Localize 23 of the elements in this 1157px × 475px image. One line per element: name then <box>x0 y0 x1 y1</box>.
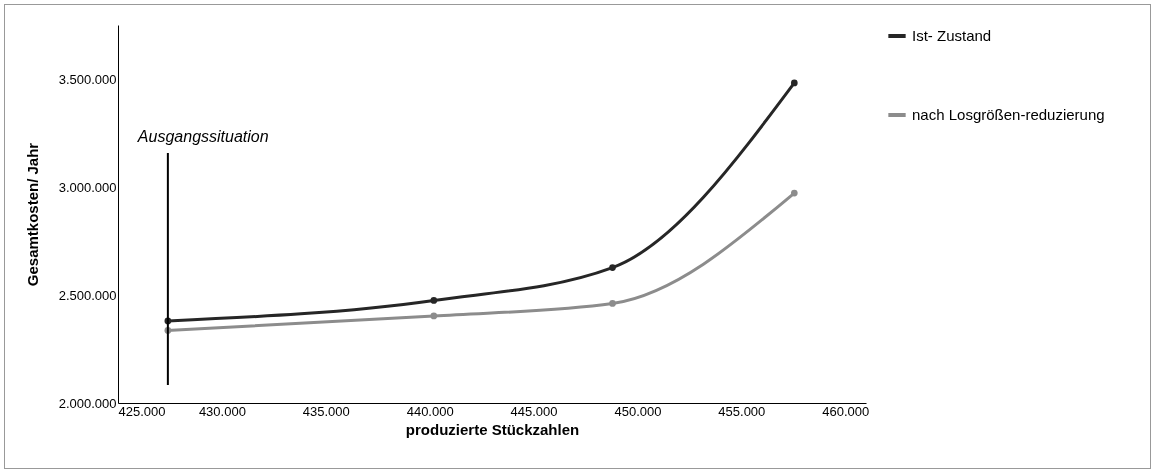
x-tick-label: 445.000 <box>510 403 558 419</box>
x-axis-title: produzierte Stückzahlen <box>405 420 580 438</box>
point <box>430 297 438 304</box>
y-axis-title: Gesamtkosten/ Jahr <box>23 142 41 287</box>
point <box>790 189 798 197</box>
y-tick-label: 2.500.000 <box>58 287 117 303</box>
y-tick-label: 2.000.000 <box>58 395 117 411</box>
y-tick-label: 3.500.000 <box>58 71 117 87</box>
x-tick-label: 460.000 <box>822 403 870 419</box>
x-tick-label: 425.000 <box>118 403 166 419</box>
x-tick-label: 455.000 <box>718 403 766 419</box>
x-tick-label: 435.000 <box>302 403 350 419</box>
legend-label: nach Losgrößen-reduzierung <box>912 106 1105 123</box>
x-tick-label: 450.000 <box>614 403 662 419</box>
point <box>609 300 616 307</box>
x-tick-label: 430.000 <box>198 403 246 419</box>
legend-label: Ist- Zustand <box>912 27 992 44</box>
point <box>430 312 438 320</box>
y-tick-label: 3.000.000 <box>58 179 117 195</box>
point <box>609 264 616 271</box>
x-tick-label: 440.000 <box>406 403 454 419</box>
point <box>790 79 798 87</box>
ref-line-label: Ausgangssituation <box>136 128 269 145</box>
